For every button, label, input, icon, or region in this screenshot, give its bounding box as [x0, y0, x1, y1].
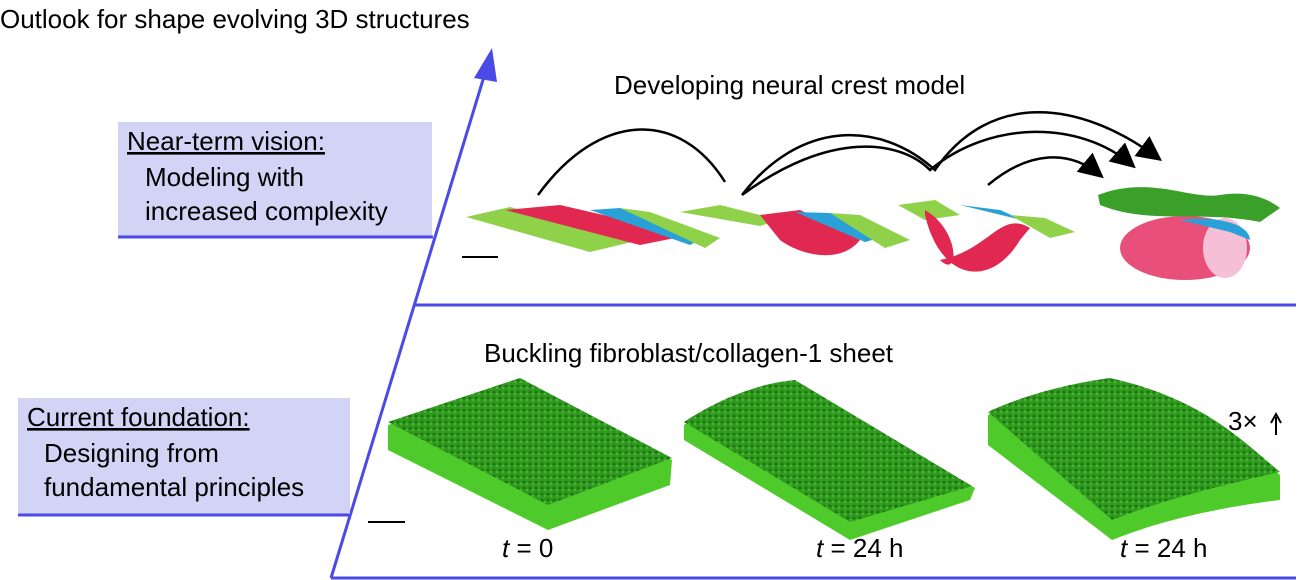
time-symbol: t	[816, 533, 825, 563]
time-label: t = 0	[502, 533, 553, 563]
box-heading: Current foundation:	[27, 402, 250, 432]
time-symbol: t	[1120, 533, 1129, 563]
sheets	[388, 378, 1280, 540]
time-label: t = 24 h	[816, 533, 903, 563]
axis	[329, 69, 488, 579]
up-arrow	[1270, 411, 1282, 435]
label-box	[18, 398, 350, 515]
label-box	[118, 122, 432, 237]
scale-note: 3×	[1228, 406, 1258, 436]
box-text: increased complexity	[145, 196, 388, 226]
time-value: = 24 h	[830, 533, 903, 563]
panel-title: Buckling fibroblast/collagen-1 sheet	[484, 338, 894, 368]
box-heading: Near-term vision:	[127, 126, 325, 156]
time-value: = 24 h	[1134, 533, 1207, 563]
time-value: = 0	[516, 533, 553, 563]
axis-arrow	[474, 48, 497, 82]
box-text: fundamental principles	[44, 472, 304, 502]
panel-title: Developing neural crest model	[614, 70, 965, 100]
box-text: Modeling with	[145, 162, 304, 192]
arrows	[536, 111, 1163, 197]
box-text: Designing from	[44, 438, 219, 468]
time-symbol: t	[502, 533, 511, 563]
time-label: t = 24 h	[1120, 533, 1207, 563]
title: Outlook for shape evolving 3D structures	[0, 4, 470, 34]
neural-model	[466, 187, 1280, 280]
